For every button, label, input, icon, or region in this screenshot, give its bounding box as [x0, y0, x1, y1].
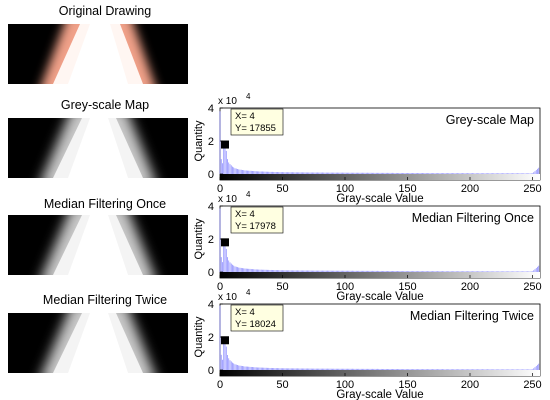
- x-tick-label: 0: [217, 379, 223, 391]
- datatip-box: [230, 108, 284, 136]
- y-tick-label: 0: [208, 267, 214, 279]
- x-tick-label: 150: [398, 183, 416, 195]
- histogram-median-twice: X= 4 Y= 18024 Median Filtering Twice 0 2 4 x 1…: [188, 288, 550, 400]
- grayscale-colorbar: [220, 370, 540, 376]
- x-tick-label: 250: [523, 281, 541, 293]
- y-tick-label: 2: [208, 332, 214, 344]
- y-tick-label: 4: [208, 201, 214, 213]
- chart-title: Grey-scale Map: [446, 113, 534, 127]
- x-tick-label: 200: [461, 183, 479, 195]
- datatip-y: Y= 18024: [235, 319, 276, 330]
- x-tick-label: 50: [276, 281, 288, 293]
- datatip-box: [230, 304, 284, 332]
- original-drawing-title: Original Drawing: [58, 4, 152, 18]
- y-tick-label: 2: [208, 234, 214, 246]
- datatip-marker: [221, 238, 229, 247]
- datatip-y: Y= 17978: [235, 221, 276, 232]
- grayscale-colorbar: [220, 174, 540, 180]
- x-tick-label: 0: [217, 183, 223, 195]
- original-drawing-image: [8, 24, 188, 84]
- y-tick-label: 0: [208, 169, 214, 181]
- y-scale-exponent: 4: [246, 288, 251, 297]
- histogram-bars: [219, 208, 540, 272]
- datatip-x: X= 4: [235, 307, 255, 318]
- y-scale-note: x 10: [218, 96, 237, 107]
- median-once-title: Median Filtering Once: [43, 197, 167, 211]
- histogram-median-once: X= 4 Y= 17978 Median Filtering Once 0 2 4 x 10…: [188, 190, 550, 303]
- histogram-bars: [219, 111, 540, 174]
- y-tick-label: 4: [208, 299, 214, 311]
- histogram-bars: [219, 305, 540, 370]
- x-tick-label: 150: [398, 379, 416, 391]
- x-tick-label: 250: [523, 379, 541, 391]
- datatip-marker: [221, 140, 229, 149]
- x-tick-label: 50: [276, 183, 288, 195]
- x-tick-label: 0: [217, 281, 223, 293]
- datatip-x: X= 4: [235, 111, 255, 122]
- datatip-box: [230, 206, 284, 234]
- x-tick-label: 50: [276, 379, 288, 391]
- histogram-grey-scale-map: X= 4 Y= 17855 Grey-scale Map 0 2 4 x 10 4 0 50 100…: [188, 92, 550, 205]
- x-tick-label: 200: [461, 379, 479, 391]
- chart-title: Median Filtering Once: [412, 211, 534, 225]
- x-tick-label: 100: [336, 183, 354, 195]
- y-scale-exponent: 4: [246, 92, 251, 101]
- x-tick-label: 250: [523, 183, 541, 195]
- x-axis-label: Gray-scale Value: [336, 291, 423, 303]
- x-axis-label: Gray-scale Value: [336, 193, 423, 205]
- grey-scale-map-image: [8, 118, 188, 178]
- median-twice-image: [8, 313, 188, 373]
- datatip-y: Y= 17855: [235, 123, 276, 134]
- datatip-marker: [221, 336, 229, 345]
- y-tick-label: 2: [208, 136, 214, 148]
- datatip-x: X= 4: [235, 209, 255, 220]
- grayscale-colorbar: [220, 272, 540, 278]
- chart-title: Median Filtering Twice: [410, 309, 534, 323]
- y-axis-label: Quantity: [193, 316, 205, 357]
- x-axis-label: Gray-scale Value: [336, 389, 423, 400]
- median-once-image: [8, 215, 188, 275]
- x-tick-label: 100: [336, 379, 354, 391]
- median-twice-title: Median Filtering Twice: [42, 293, 168, 307]
- y-axis-label: Quantity: [193, 218, 205, 259]
- y-tick-label: 0: [208, 365, 214, 377]
- x-tick-label: 200: [461, 281, 479, 293]
- y-tick-label: 4: [208, 103, 214, 115]
- y-axis-label: Quantity: [193, 120, 205, 161]
- x-tick-label: 150: [398, 281, 416, 293]
- y-scale-exponent: 4: [246, 190, 251, 199]
- y-scale-note: x 10: [218, 194, 237, 205]
- grey-scale-map-title: Grey-scale Map: [60, 98, 150, 112]
- x-tick-label: 100: [336, 281, 354, 293]
- y-scale-note: x 10: [218, 292, 237, 303]
